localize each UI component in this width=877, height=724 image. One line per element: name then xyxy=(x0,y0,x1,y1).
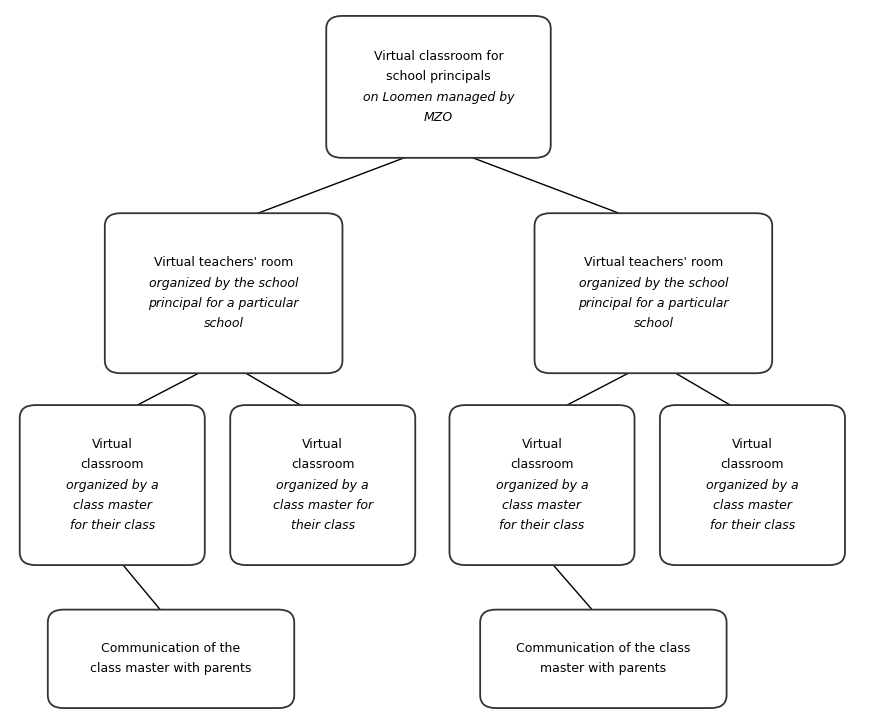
Text: their class: their class xyxy=(290,519,355,532)
Text: organized by a: organized by a xyxy=(496,479,588,492)
Text: for their class: for their class xyxy=(69,519,155,532)
Text: Virtual: Virtual xyxy=(522,438,562,451)
FancyBboxPatch shape xyxy=(48,610,295,708)
FancyBboxPatch shape xyxy=(105,214,342,374)
Text: classroom: classroom xyxy=(81,458,144,471)
Text: master with parents: master with parents xyxy=(540,662,667,675)
Text: organized by the school: organized by the school xyxy=(149,277,298,290)
Text: organized by a: organized by a xyxy=(276,479,369,492)
Text: Communication of the class: Communication of the class xyxy=(517,642,690,655)
FancyBboxPatch shape xyxy=(480,610,726,708)
Text: class master for: class master for xyxy=(273,499,373,512)
Text: school: school xyxy=(633,317,674,330)
Text: classroom: classroom xyxy=(721,458,784,471)
Text: class master: class master xyxy=(503,499,581,512)
Text: Communication of the: Communication of the xyxy=(102,642,240,655)
FancyBboxPatch shape xyxy=(20,405,205,565)
Text: classroom: classroom xyxy=(510,458,574,471)
Text: Virtual: Virtual xyxy=(92,438,132,451)
Text: for their class: for their class xyxy=(499,519,585,532)
FancyBboxPatch shape xyxy=(660,405,845,565)
Text: principal for a particular: principal for a particular xyxy=(578,297,729,310)
FancyBboxPatch shape xyxy=(326,16,551,158)
Text: Virtual: Virtual xyxy=(303,438,343,451)
Text: organized by the school: organized by the school xyxy=(579,277,728,290)
Text: classroom: classroom xyxy=(291,458,354,471)
Text: organized by a: organized by a xyxy=(706,479,799,492)
FancyBboxPatch shape xyxy=(230,405,416,565)
Text: on Loomen managed by: on Loomen managed by xyxy=(363,90,514,104)
Text: school principals: school principals xyxy=(386,70,491,83)
Text: for their class: for their class xyxy=(709,519,795,532)
Text: principal for a particular: principal for a particular xyxy=(148,297,299,310)
Text: Virtual classroom for: Virtual classroom for xyxy=(374,50,503,63)
FancyBboxPatch shape xyxy=(449,405,634,565)
Text: school: school xyxy=(203,317,244,330)
Text: organized by a: organized by a xyxy=(66,479,159,492)
Text: Virtual: Virtual xyxy=(732,438,773,451)
Text: class master with parents: class master with parents xyxy=(90,662,252,675)
Text: Virtual teachers' room: Virtual teachers' room xyxy=(584,256,723,269)
Text: class master: class master xyxy=(73,499,152,512)
Text: MZO: MZO xyxy=(424,111,453,124)
Text: Virtual teachers' room: Virtual teachers' room xyxy=(154,256,293,269)
Text: class master: class master xyxy=(713,499,792,512)
FancyBboxPatch shape xyxy=(534,214,772,374)
